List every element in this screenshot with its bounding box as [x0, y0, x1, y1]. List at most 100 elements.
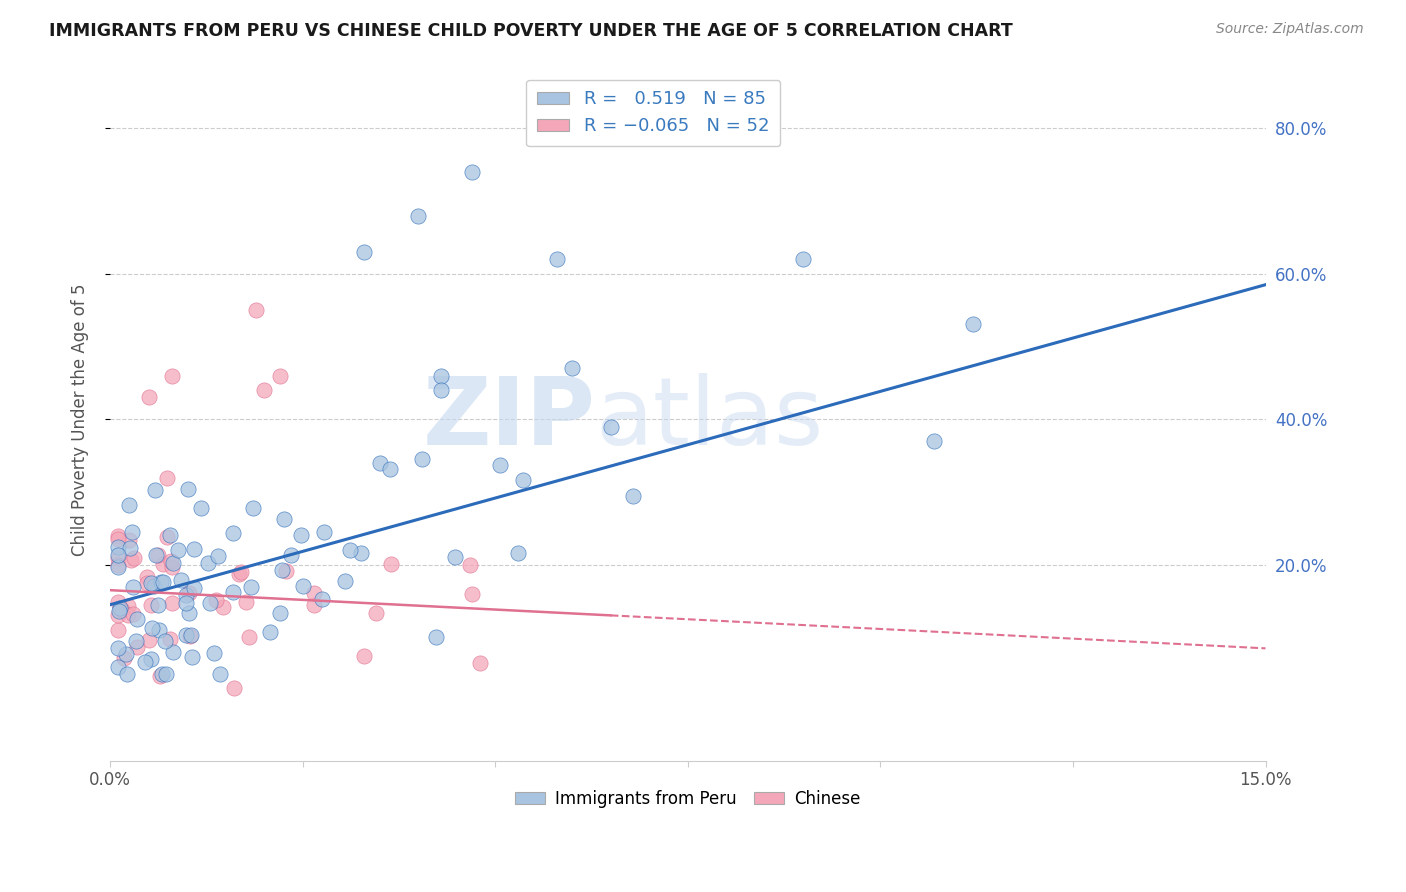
Point [962, 318, 984, 332]
Point [162, 556, 184, 570]
Point [107, 548, 129, 562]
Point [222, 526, 245, 541]
Point [107, 540, 129, 554]
Point [155, 666, 177, 681]
Point [150, 666, 173, 681]
Point [139, 651, 162, 665]
Text: Source: ZipAtlas.com: Source: ZipAtlas.com [1216, 22, 1364, 37]
Point [135, 575, 157, 590]
Point [183, 581, 205, 595]
Point [202, 646, 225, 660]
Point [212, 600, 235, 615]
Point [238, 630, 260, 644]
Point [107, 607, 129, 622]
Y-axis label: Child Poverty Under the Age of 5: Child Poverty Under the Age of 5 [72, 283, 89, 556]
Point [458, 558, 481, 572]
Point [156, 471, 179, 485]
Point [174, 596, 197, 610]
Point [276, 564, 298, 578]
Point [107, 550, 129, 565]
Point [222, 584, 245, 599]
Point [139, 598, 162, 612]
Point [190, 501, 212, 516]
Point [240, 580, 263, 594]
Point [156, 530, 179, 544]
Point [290, 528, 312, 542]
Point [162, 596, 184, 610]
Point [235, 595, 257, 609]
Point [207, 549, 229, 563]
Point [111, 603, 134, 617]
Point [228, 567, 250, 582]
Point [200, 596, 222, 610]
Point [302, 598, 325, 612]
Point [120, 541, 142, 555]
Point [162, 645, 184, 659]
Point [269, 368, 291, 383]
Point [177, 586, 200, 600]
Point [117, 608, 139, 623]
Point [166, 542, 188, 557]
Point [242, 501, 264, 516]
Point [623, 489, 645, 503]
Point [512, 473, 534, 487]
Point [122, 580, 145, 594]
Text: IMMIGRANTS FROM PERU VS CHINESE CHILD POVERTY UNDER THE AGE OF 5 CORRELATION CHA: IMMIGRANTS FROM PERU VS CHINESE CHILD PO… [49, 22, 1012, 40]
Point [148, 548, 170, 562]
Point [146, 599, 169, 613]
Point [205, 593, 228, 607]
Point [125, 633, 148, 648]
Point [115, 647, 138, 661]
Point [174, 588, 197, 602]
Point [245, 303, 267, 318]
Point [368, 456, 391, 470]
Point [364, 606, 387, 620]
Point [311, 592, 333, 607]
Point [152, 575, 174, 590]
Point [461, 165, 484, 179]
Point [141, 576, 163, 591]
Point [149, 669, 172, 683]
Point [107, 533, 129, 547]
Point [488, 458, 510, 472]
Point [145, 549, 167, 563]
Point [411, 452, 433, 467]
Point [159, 632, 181, 646]
Point [153, 634, 176, 648]
Point [125, 612, 148, 626]
Point [160, 554, 183, 568]
Point [253, 383, 276, 397]
Point [121, 524, 143, 539]
Point [273, 512, 295, 526]
Point [229, 565, 252, 579]
Point [197, 557, 219, 571]
Text: ZIP: ZIP [422, 373, 595, 466]
Point [183, 541, 205, 556]
Point [108, 604, 131, 618]
Point [107, 623, 129, 637]
Point [508, 545, 530, 559]
Point [121, 607, 143, 621]
Point [291, 579, 314, 593]
Point [138, 633, 160, 648]
Point [353, 648, 375, 663]
Point [792, 252, 814, 267]
Point [115, 666, 138, 681]
Point [208, 666, 231, 681]
Point [107, 641, 129, 656]
Point [406, 209, 429, 223]
Point [118, 533, 141, 547]
Point [922, 434, 945, 448]
Point [561, 361, 583, 376]
Point [143, 579, 166, 593]
Legend: Immigrants from Peru, Chinese: Immigrants from Peru, Chinese [509, 783, 866, 814]
Point [118, 498, 141, 512]
Point [468, 656, 491, 670]
Point [430, 368, 453, 383]
Point [380, 462, 402, 476]
Point [224, 681, 246, 696]
Point [302, 586, 325, 600]
Point [107, 595, 129, 609]
Point [546, 252, 568, 267]
Point [107, 660, 129, 674]
